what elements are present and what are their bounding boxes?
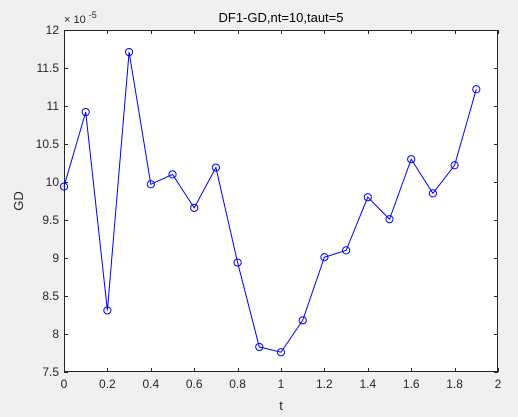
- data-point-marker: [59, 182, 69, 191]
- data-point-marker: [81, 107, 90, 117]
- data-point-marker: [385, 215, 394, 224]
- data-point-marker: [320, 253, 329, 262]
- series-line: [63, 51, 477, 353]
- y-tick-label: 8.5: [42, 289, 59, 303]
- y-tick-label: 10: [46, 175, 60, 189]
- series-group: [59, 47, 481, 357]
- x-tick-label: 0.4: [142, 377, 159, 391]
- x-tick-label: 1: [278, 377, 285, 391]
- data-point-marker: [407, 155, 416, 164]
- data-point-marker: [211, 163, 220, 172]
- data-point-marker: [168, 170, 177, 179]
- data-point-marker: [233, 258, 242, 267]
- data-point-marker: [428, 189, 437, 198]
- x-tick-label: 0: [61, 377, 68, 391]
- data-point-marker: [146, 180, 155, 189]
- data-point-marker: [255, 342, 264, 352]
- x-tick-label: 0.2: [99, 377, 116, 391]
- y-exponent-power: -5: [89, 10, 97, 20]
- y-axis-label: GD: [11, 191, 26, 211]
- x-tick-label: 1.6: [403, 377, 420, 391]
- axes-box: [64, 30, 498, 372]
- data-point-marker: [190, 203, 199, 212]
- data-point-marker: [298, 316, 307, 325]
- y-tick-label: 8: [52, 327, 59, 341]
- data-point-marker: [472, 85, 481, 94]
- x-tick-label: 1.8: [446, 377, 463, 391]
- data-point-marker: [125, 47, 134, 57]
- x-tick-label: 0.6: [186, 377, 203, 391]
- tick-labels: 0 0.2 0.4 0.6 0.8 1 1.2 1.4 1.6 1.8 2 7.5 8 8.5 9 9.5 10…: [36, 23, 502, 391]
- x-tick-label: 1.2: [316, 377, 333, 391]
- y-tick-label: 9.5: [42, 213, 59, 227]
- data-point-marker: [276, 348, 286, 357]
- y-tick-label: 11: [47, 99, 60, 113]
- x-tick-label: 1.4: [359, 377, 376, 391]
- x-axis-label: t: [279, 398, 283, 413]
- chart-title: DF1-GD,nt=10,taut=5: [218, 10, 343, 25]
- data-point-marker: [450, 161, 459, 170]
- data-point-marker: [342, 246, 351, 255]
- x-tick-label: 2: [495, 377, 502, 391]
- y-tick-label: 7.5: [42, 365, 59, 379]
- y-tick-label: 11.5: [37, 61, 60, 75]
- y-exponent-base: × 10: [64, 14, 86, 26]
- y-tick-label: 12: [46, 23, 60, 37]
- y-exponent-label: × 10 -5: [64, 10, 97, 26]
- data-point-marker: [103, 306, 112, 315]
- y-tick-label: 9: [52, 251, 59, 265]
- y-tick-label: 10.5: [36, 137, 60, 151]
- data-point-marker: [363, 193, 372, 202]
- x-tick-label: 0.8: [229, 377, 246, 391]
- plot-area: [64, 30, 498, 372]
- axes-frame: [64, 30, 498, 372]
